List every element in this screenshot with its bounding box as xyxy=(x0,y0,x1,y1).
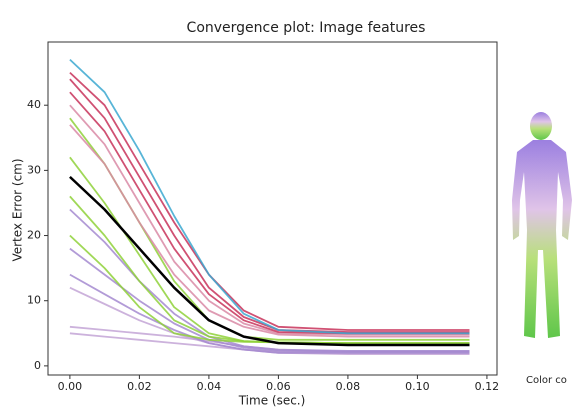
y-tick-label: 20 xyxy=(27,229,41,242)
x-tick-label: 0.04 xyxy=(197,380,222,393)
side-caption: Color co xyxy=(526,375,567,386)
series-line xyxy=(69,124,470,338)
y-tick-label: 40 xyxy=(27,98,41,111)
x-tick-label: 0.10 xyxy=(405,380,430,393)
x-tick-label: 0.12 xyxy=(475,380,500,393)
series-line xyxy=(69,71,470,331)
body-figure xyxy=(512,112,572,338)
series-line xyxy=(69,273,470,354)
chart-title: Convergence plot: Image features xyxy=(187,20,426,36)
plot-area xyxy=(69,58,470,356)
x-tick-label: 0.02 xyxy=(127,380,152,393)
axes-frame xyxy=(47,41,498,376)
series-line xyxy=(69,78,470,333)
y-tick-label: 10 xyxy=(27,294,41,307)
x-axis-label: Time (sec.) xyxy=(238,394,306,408)
x-tick-label: 0.06 xyxy=(266,380,291,393)
series-line xyxy=(69,195,470,345)
series-line xyxy=(69,175,470,347)
y-tick-label: 30 xyxy=(27,163,41,176)
series-line xyxy=(69,104,470,336)
series-line xyxy=(69,58,470,335)
x-tick-label: 0.00 xyxy=(58,380,83,393)
y-axis-label: Vertex Error (cm) xyxy=(11,158,25,261)
x-tick-label: 0.08 xyxy=(336,380,361,393)
y-tick-label: 0 xyxy=(34,359,41,372)
series-line xyxy=(69,117,470,341)
